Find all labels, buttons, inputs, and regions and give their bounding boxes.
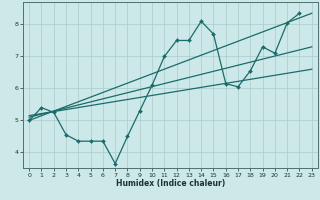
X-axis label: Humidex (Indice chaleur): Humidex (Indice chaleur) bbox=[116, 179, 225, 188]
